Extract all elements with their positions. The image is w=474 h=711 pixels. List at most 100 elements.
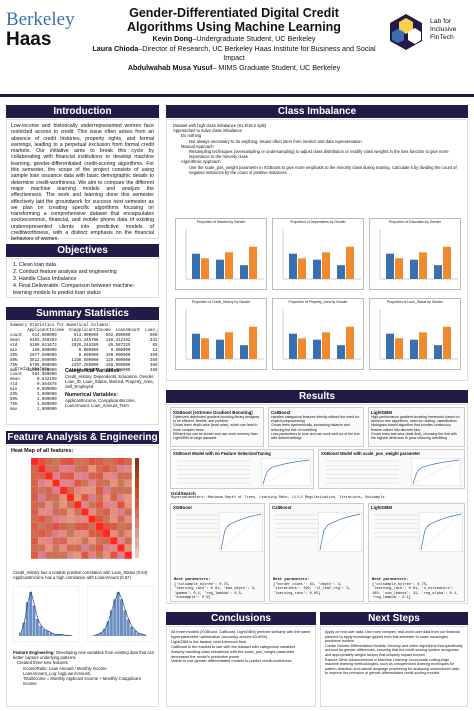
heatmap-cell bbox=[124, 501, 132, 509]
heatmap-cell bbox=[45, 472, 53, 480]
heatmap-cell bbox=[74, 551, 82, 559]
heatmap-cell bbox=[38, 515, 46, 523]
gs-lightgbm-panel: LightGBM Best parameters: {'colsample_byt… bbox=[368, 503, 465, 602]
poster-header: Berkeley Haas Gender-Differentiated Digi… bbox=[0, 0, 474, 86]
bar-female bbox=[225, 252, 233, 279]
fe-item: Created three new features bbox=[17, 660, 68, 666]
heatmap-cell bbox=[45, 515, 53, 523]
hist-bar bbox=[126, 619, 130, 636]
hist-bar bbox=[25, 602, 29, 636]
objectives-box: 1. Clean loan data 2. Conduct feature an… bbox=[6, 258, 159, 298]
hist-bar bbox=[22, 622, 26, 636]
hist-bar bbox=[120, 599, 123, 636]
bar-female bbox=[225, 332, 233, 359]
heatmap-cell bbox=[31, 479, 39, 487]
summary-table: Summary Statistics for Numerical Columns… bbox=[10, 324, 158, 373]
heatmap-cell bbox=[67, 458, 75, 466]
heatmap-scale bbox=[135, 518, 139, 528]
plot-title: Proportion of Education by Gender bbox=[388, 220, 442, 224]
heatmap-cell bbox=[52, 530, 60, 538]
heatmap-cell bbox=[31, 515, 39, 523]
heatmap-cell bbox=[124, 530, 132, 538]
heatmap-cell bbox=[124, 486, 132, 494]
roc-line bbox=[319, 513, 361, 551]
haas-wordmark: Haas bbox=[6, 29, 52, 50]
heatmap-scale bbox=[135, 478, 139, 488]
heatmap-cell bbox=[81, 515, 89, 523]
plot-title: Proportion of Loan_Status by Gender bbox=[386, 300, 444, 304]
heatmap-cell bbox=[31, 537, 39, 545]
heatmap-cell bbox=[117, 465, 125, 473]
hist-bar bbox=[96, 634, 100, 636]
hist-bar bbox=[32, 605, 36, 636]
heatmap-cell bbox=[59, 522, 67, 530]
bar-male bbox=[216, 259, 224, 279]
bar-male bbox=[410, 259, 418, 279]
heatmap-cell bbox=[110, 501, 118, 509]
heatmap-cell bbox=[45, 486, 53, 494]
heatmap-cell bbox=[59, 515, 67, 523]
results-heading: Results bbox=[166, 390, 468, 403]
heatmap-cell bbox=[38, 530, 46, 538]
heatmap-cell bbox=[74, 515, 82, 523]
bar-female bbox=[201, 258, 209, 279]
best-params: Best parameters: {'colsample_bytree': 0.7… bbox=[174, 578, 256, 601]
heatmap-cell bbox=[81, 544, 89, 552]
heatmap-cell bbox=[117, 472, 125, 480]
heatmap-cell bbox=[81, 472, 89, 480]
heatmap-cell bbox=[45, 551, 53, 559]
heatmap-cell bbox=[103, 458, 111, 466]
heatmap-cell bbox=[45, 458, 53, 466]
feature-heading: Feature Analysis & Engineering bbox=[6, 431, 159, 444]
heatmap-cell bbox=[38, 522, 46, 530]
next-steps-heading: Next Steps bbox=[320, 612, 468, 625]
heatmap-cell bbox=[45, 537, 53, 545]
roc-frame bbox=[411, 458, 461, 486]
conclusion-item: Actively handling class imbalance with t… bbox=[171, 648, 295, 659]
heatmap-cell bbox=[81, 465, 89, 473]
conclusion-item: Viable to use gender-differentiated mode… bbox=[171, 658, 292, 664]
heatmap-cell bbox=[67, 479, 75, 487]
heatmap-cell bbox=[45, 465, 53, 473]
heatmap-cell bbox=[88, 544, 96, 552]
heatmap-cell bbox=[95, 486, 103, 494]
heatmap-cell bbox=[67, 472, 75, 480]
heatmap-cell bbox=[124, 472, 132, 480]
heatmap-cell bbox=[95, 479, 103, 487]
berkeley-haas-logo: Berkeley Haas bbox=[6, 10, 80, 50]
heatmap-cell bbox=[38, 458, 46, 466]
hist-bar bbox=[35, 619, 39, 636]
intro-box: Low-income and historically underreprese… bbox=[6, 119, 159, 242]
hist-kde bbox=[94, 591, 146, 636]
poster-title-block: Gender-Differentiated Digital Credit Alg… bbox=[84, 6, 384, 72]
categorical-title: Categorical Variables: bbox=[65, 368, 122, 374]
heatmap-cell bbox=[95, 537, 103, 545]
heatmap-cell bbox=[67, 494, 75, 502]
heatmap-cell bbox=[74, 472, 82, 480]
heatmap-cell bbox=[74, 494, 82, 502]
heatmap-cell bbox=[67, 522, 75, 530]
heatmap-cell bbox=[45, 508, 53, 516]
bar-female bbox=[322, 252, 330, 279]
roc-line bbox=[220, 513, 262, 551]
bar-male bbox=[434, 265, 442, 279]
results-box: XGBoost (eXtreme Gradient Boosting) Opti… bbox=[166, 404, 468, 604]
heatmap-cell bbox=[52, 458, 60, 466]
conclusion-item: All three models (XGBoost, CatBoost, Lig… bbox=[171, 629, 311, 639]
heatmap-cell bbox=[117, 479, 125, 487]
heatmap-cell bbox=[88, 522, 96, 530]
roc-diagonal bbox=[420, 513, 462, 551]
bar-male bbox=[386, 333, 394, 359]
heatmap-cell bbox=[59, 486, 67, 494]
bar-female bbox=[419, 252, 427, 279]
heatmap-cell bbox=[74, 522, 82, 530]
heatmap-cell bbox=[95, 465, 103, 473]
heatmap-cell bbox=[103, 544, 111, 552]
hist-bar bbox=[136, 633, 140, 636]
class-item: Manual Approach bbox=[181, 143, 214, 149]
heatmap-cell bbox=[124, 537, 132, 545]
heatmap-cell bbox=[124, 544, 132, 552]
bar-male bbox=[386, 253, 394, 279]
heatmap-cell bbox=[52, 522, 60, 530]
hist-bar bbox=[143, 635, 147, 636]
